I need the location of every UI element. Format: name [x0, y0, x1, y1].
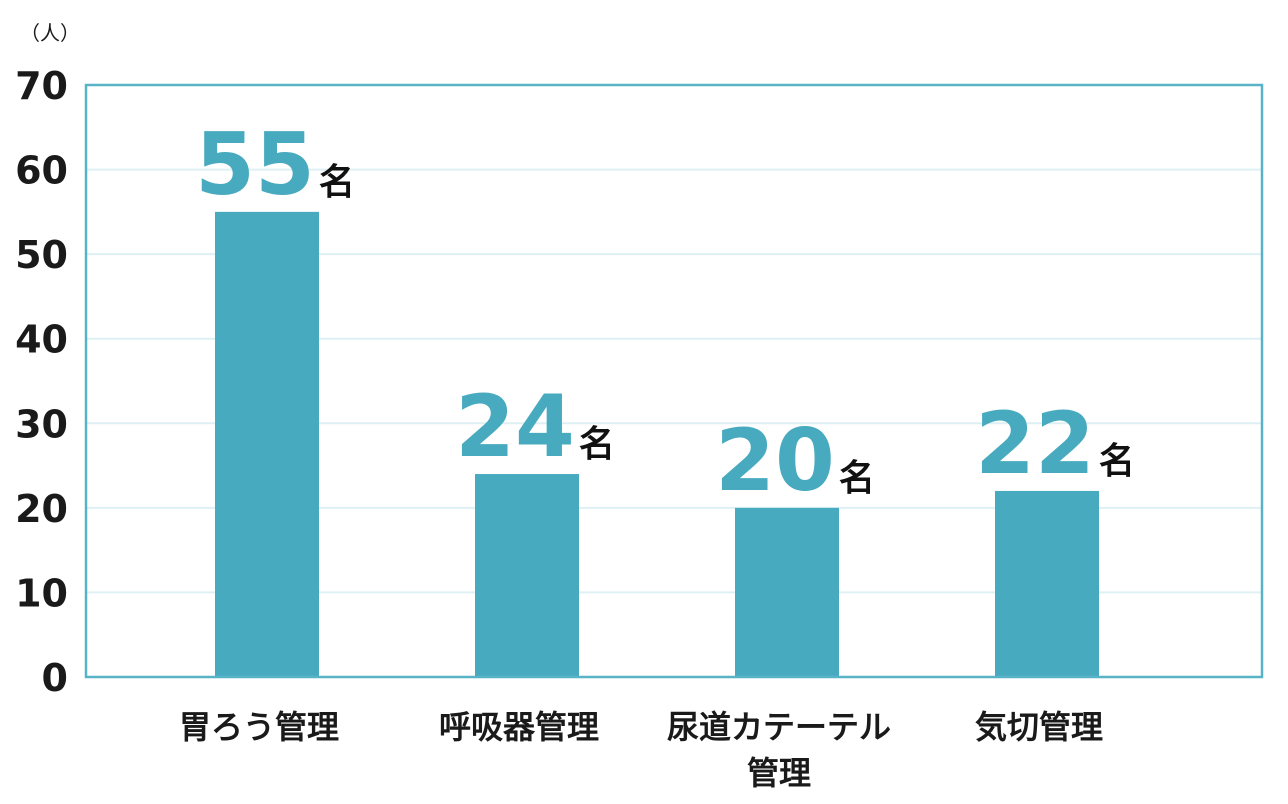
- category-label: 管理: [747, 754, 811, 792]
- category-label: 胃ろう管理: [179, 708, 339, 746]
- y-axis-unit-label: （人）: [20, 21, 80, 45]
- bar: [995, 490, 1099, 677]
- value-suffix: 名: [319, 162, 355, 203]
- value-number: 55: [195, 115, 315, 215]
- value-label: 20 名: [715, 411, 875, 511]
- y-tick-label: 60: [15, 149, 68, 193]
- y-tick-label: 10: [15, 571, 68, 615]
- y-tick-label: 50: [15, 233, 68, 277]
- y-tick-label: 0: [42, 656, 68, 700]
- value-number: 20: [715, 411, 835, 511]
- bars: [215, 211, 1099, 677]
- y-axis-ticks: 0 10 20 30 40 50 60 70: [15, 64, 68, 700]
- bar: [475, 474, 579, 677]
- category-label: 気切管理: [975, 708, 1103, 746]
- value-label: 24 名: [455, 377, 615, 477]
- value-number: 22: [975, 394, 1095, 494]
- value-label: 22 名: [975, 394, 1135, 494]
- bar: [735, 507, 839, 677]
- category-label: 尿道カテーテル: [667, 708, 891, 746]
- category-label: 呼吸器管理: [439, 708, 599, 746]
- y-tick-label: 20: [15, 487, 68, 531]
- value-labels: 55 名24 名 20 名 22 名: [195, 115, 1135, 511]
- value-suffix: 名: [579, 424, 615, 465]
- value-suffix: 名: [1099, 441, 1135, 482]
- plot-frame: [84, 83, 1264, 679]
- value-number: 24: [455, 377, 575, 477]
- y-tick-label: 40: [15, 318, 68, 362]
- value-label: 55 名: [195, 115, 355, 215]
- y-tick-label: 70: [15, 64, 68, 108]
- y-tick-label: 30: [15, 402, 68, 446]
- value-suffix: 名: [839, 458, 875, 499]
- bar: [215, 211, 319, 677]
